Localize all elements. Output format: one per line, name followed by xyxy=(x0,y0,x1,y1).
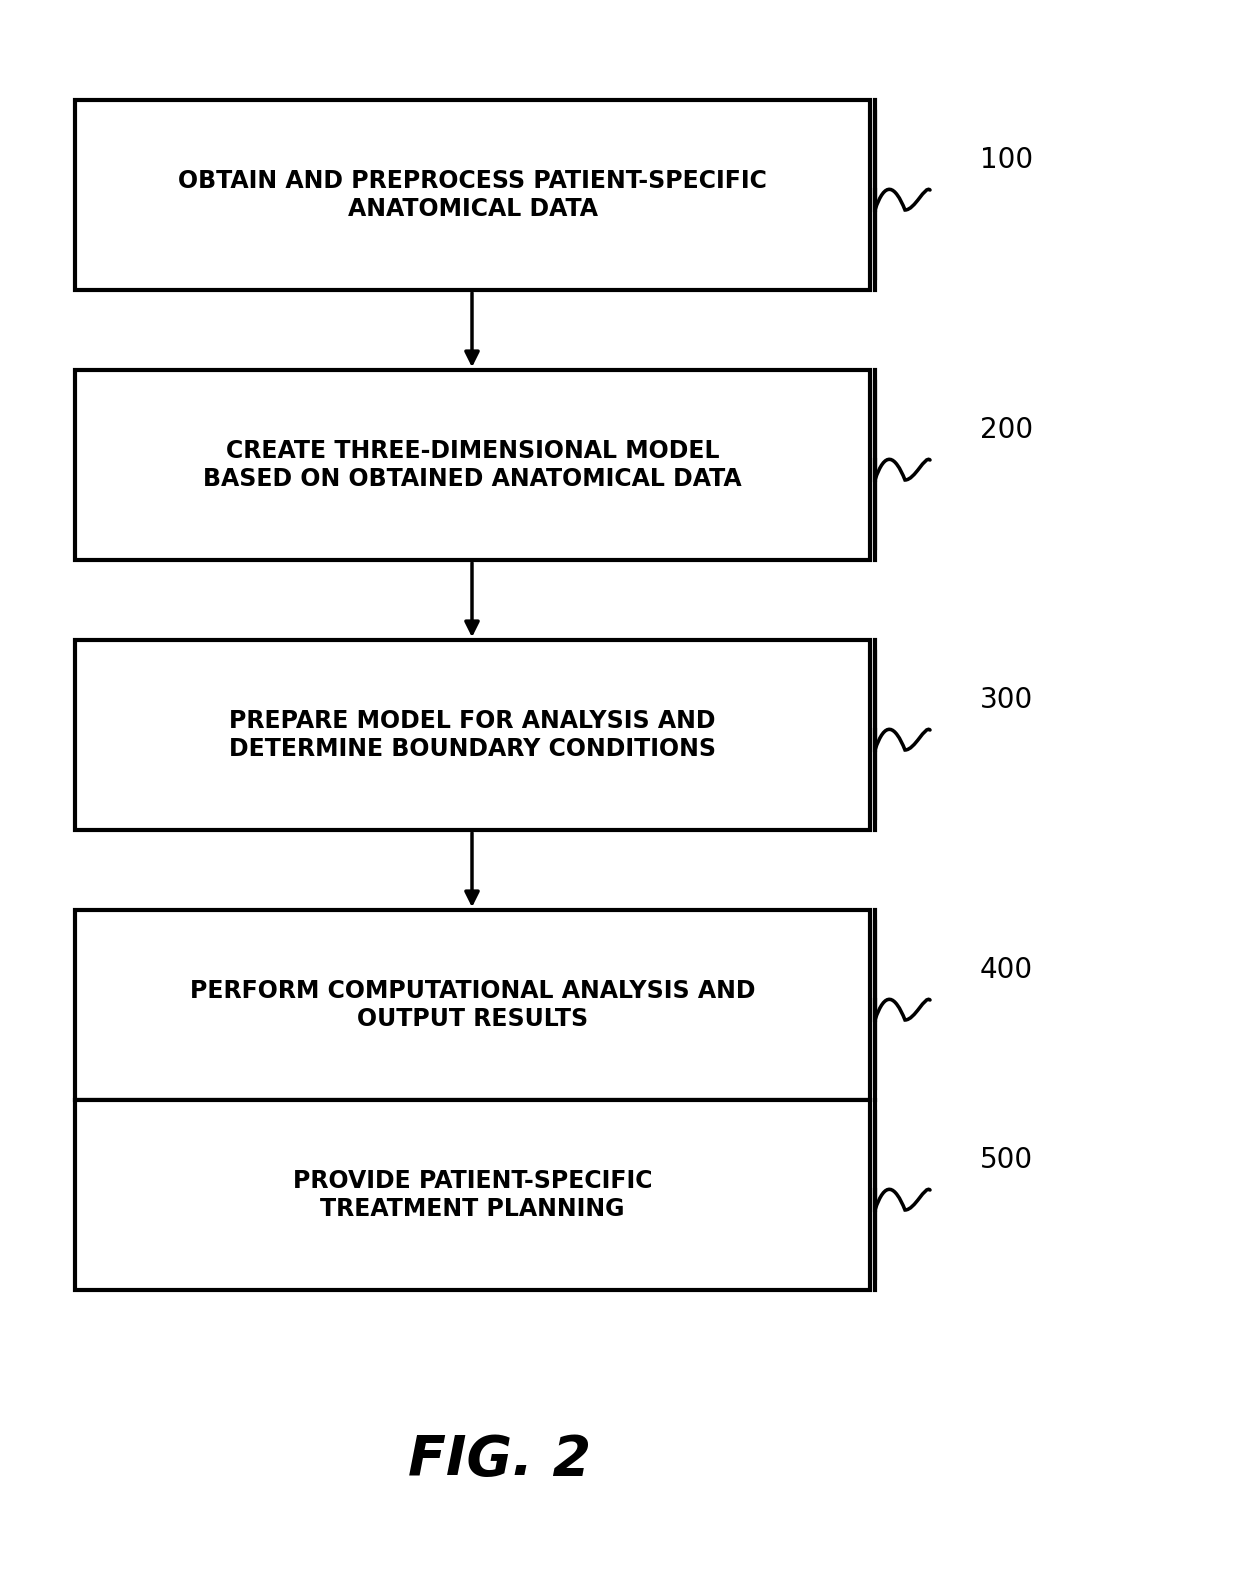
Text: CREATE THREE-DIMENSIONAL MODEL
BASED ON OBTAINED ANATOMICAL DATA: CREATE THREE-DIMENSIONAL MODEL BASED ON … xyxy=(203,440,742,490)
Bar xyxy=(74,1099,870,1289)
Bar xyxy=(74,641,870,831)
Bar xyxy=(74,100,870,290)
Bar xyxy=(74,910,870,1099)
Text: 100: 100 xyxy=(980,146,1033,174)
Text: PREPARE MODEL FOR ANALYSIS AND
DETERMINE BOUNDARY CONDITIONS: PREPARE MODEL FOR ANALYSIS AND DETERMINE… xyxy=(229,709,715,761)
Text: 200: 200 xyxy=(980,416,1033,445)
Text: PROVIDE PATIENT-SPECIFIC
TREATMENT PLANNING: PROVIDE PATIENT-SPECIFIC TREATMENT PLANN… xyxy=(293,1169,652,1221)
Text: FIG. 2: FIG. 2 xyxy=(408,1433,591,1487)
Text: 500: 500 xyxy=(980,1145,1033,1174)
Text: PERFORM COMPUTATIONAL ANALYSIS AND
OUTPUT RESULTS: PERFORM COMPUTATIONAL ANALYSIS AND OUTPU… xyxy=(190,979,755,1031)
Bar xyxy=(74,370,870,560)
Text: 300: 300 xyxy=(980,687,1033,713)
Text: OBTAIN AND PREPROCESS PATIENT-SPECIFIC
ANATOMICAL DATA: OBTAIN AND PREPROCESS PATIENT-SPECIFIC A… xyxy=(179,169,766,221)
Text: 400: 400 xyxy=(980,956,1033,984)
